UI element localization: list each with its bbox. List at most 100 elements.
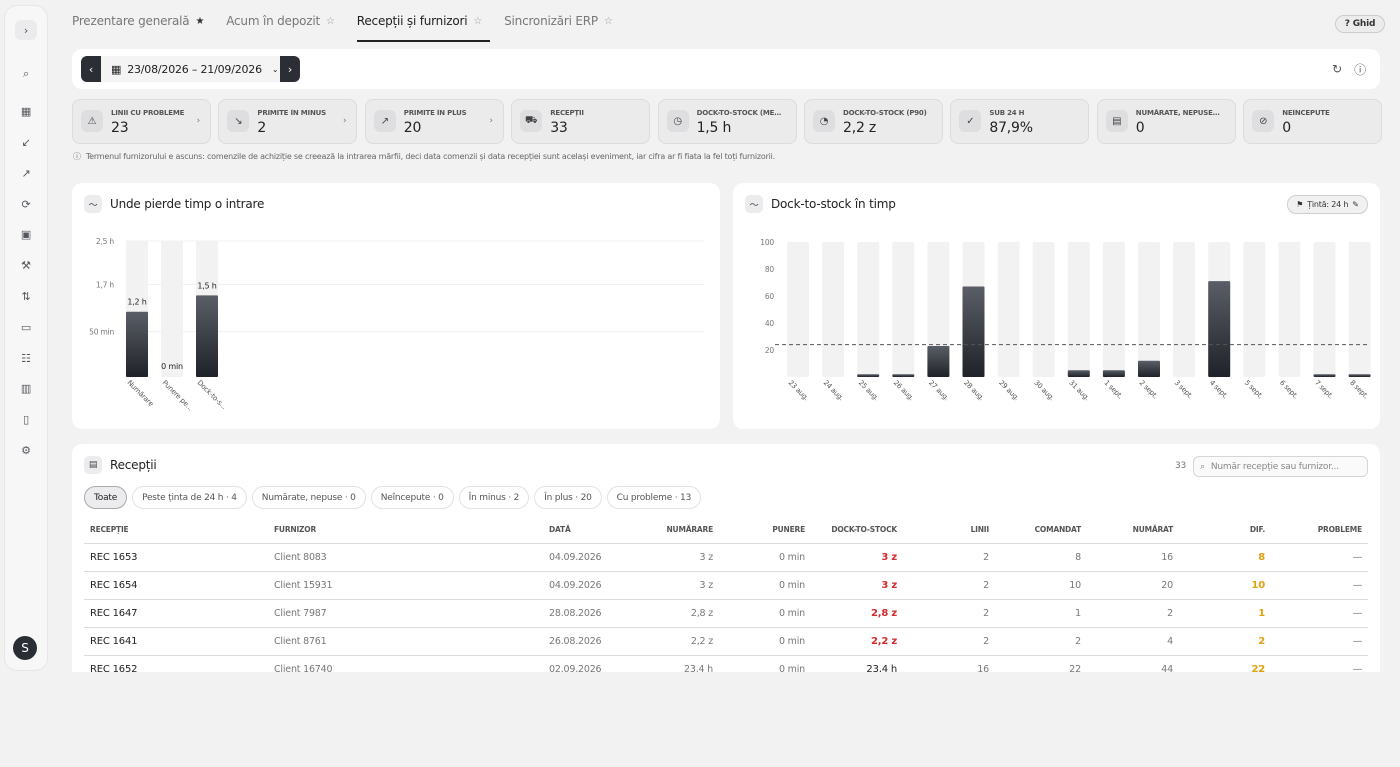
bar[interactable] xyxy=(1102,370,1125,377)
sync-icon[interactable]: ⟳ xyxy=(21,197,31,211)
outbound-icon[interactable]: ↗ xyxy=(21,166,31,180)
book-icon[interactable]: ▥ xyxy=(20,381,32,395)
filter-chip[interactable]: Neîncepute · 0 xyxy=(370,486,454,509)
filter-chip[interactable]: Numărate, nepuse · 0 xyxy=(251,486,366,509)
y-tick-label: 80 xyxy=(765,265,775,274)
bar[interactable] xyxy=(1208,281,1231,377)
column-header[interactable]: DIF. xyxy=(1179,517,1271,544)
prev-period-button[interactable]: ‹ xyxy=(88,62,94,76)
bar[interactable] xyxy=(1348,374,1371,377)
tab-1[interactable]: Acum în depozit ☆ xyxy=(226,0,335,42)
date-range-field[interactable]: ▦ 23/08/2026 – 21/09/2026 ⌄ xyxy=(101,56,280,82)
table-cell: — xyxy=(1271,543,1368,572)
clipboard-icon[interactable]: ▣ xyxy=(20,227,32,241)
document-icon[interactable]: ▯ xyxy=(23,412,29,426)
kpi-card[interactable]: ↗ PRIMITE ÎN PLUS 20 › xyxy=(364,99,504,144)
next-period-button[interactable]: › xyxy=(287,62,293,76)
bar[interactable] xyxy=(126,311,148,377)
table-cell: 2,2 z xyxy=(627,627,719,656)
star-icon[interactable]: ★ xyxy=(195,15,205,27)
kpi-icon: ▤ xyxy=(1105,110,1128,132)
info-icon[interactable]: ⓘ xyxy=(1354,62,1366,77)
bar[interactable] xyxy=(1313,374,1336,377)
bar[interactable] xyxy=(1067,370,1090,377)
bar-track xyxy=(1138,242,1160,377)
kpi-card[interactable]: ↘ PRIMITE ÎN MINUS 2 › xyxy=(218,99,358,144)
filter-chip[interactable]: În minus · 2 xyxy=(458,486,530,509)
table-cell: 2 xyxy=(903,543,995,572)
table-cell: 3 z xyxy=(811,571,903,600)
trend-icon: 〜 xyxy=(84,195,102,213)
cash-icon[interactable]: ▭ xyxy=(20,320,32,334)
column-header[interactable]: COMANDAT xyxy=(995,517,1087,544)
filter-chip[interactable]: Peste ținta de 24 h · 4 xyxy=(132,486,247,509)
forklift-icon[interactable]: ⚒ xyxy=(21,258,31,272)
x-tick-label: 23 aug. xyxy=(787,379,810,402)
star-icon[interactable]: ☆ xyxy=(603,15,613,27)
bar[interactable] xyxy=(927,345,950,377)
kpi-card: ▤ NUMĂRATE, NEPUSE PE RAFT 0 xyxy=(1096,99,1236,144)
inbound-icon[interactable]: ↙ xyxy=(21,135,31,149)
kpi-label: NUMĂRATE, NEPUSE PE RAFT xyxy=(1135,109,1221,117)
tab-label: Recepții și furnizori xyxy=(356,14,468,28)
receipts-search-input[interactable]: ⌕ Număr recepție sau furnizor... xyxy=(1193,456,1368,477)
column-header[interactable]: PUNERE xyxy=(719,517,811,544)
kpi-card[interactable]: ⚠ LINII CU PROBLEME 23 › xyxy=(72,99,211,144)
bar[interactable] xyxy=(962,286,985,377)
kpi-card: ✓ SUB 24 H 87,9% xyxy=(950,99,1090,144)
y-tick-label: 60 xyxy=(765,292,775,301)
star-icon[interactable]: ☆ xyxy=(473,15,483,27)
column-header[interactable]: FURNIZOR xyxy=(268,517,543,544)
dashboard-icon[interactable]: ▦ xyxy=(20,104,32,118)
expand-sidebar-button[interactable]: › xyxy=(15,20,37,40)
bar[interactable] xyxy=(1138,360,1160,377)
filter-chip[interactable]: Cu probleme · 13 xyxy=(606,486,702,509)
x-tick-label: 8 sept. xyxy=(1348,379,1370,401)
dock-to-stock-title: Dock-to-stock în timp xyxy=(771,197,896,211)
search-icon[interactable]: ⌕ xyxy=(23,67,29,80)
filter-chip[interactable]: În plus · 20 xyxy=(534,486,602,509)
data-label: 1,5 h xyxy=(197,281,216,290)
table-cell: 0 min xyxy=(719,543,811,572)
column-header[interactable]: PROBLEME xyxy=(1271,517,1368,544)
receipts-table: RECEPȚIE FURNIZOR DATĂ NUMĂRARE PUNERE DOCK-T… xyxy=(84,517,1368,684)
table-cell: 4 xyxy=(1087,627,1179,656)
filter-chip[interactable]: Toate xyxy=(84,486,128,509)
help-label: Ghid xyxy=(1352,19,1376,29)
kpi-card: ⊘ NEÎNCEPUTE 0 xyxy=(1243,99,1383,144)
column-header[interactable]: LINII xyxy=(903,517,995,544)
help-button[interactable]: ? Ghid xyxy=(1335,15,1385,33)
x-tick-label: Dock-to-s... xyxy=(196,379,228,411)
table-cell: 16 xyxy=(1087,543,1179,572)
gear-icon[interactable]: ⚙ xyxy=(21,443,31,457)
target-button[interactable]: ⚑ Țintă: 24 h ✎ xyxy=(1287,195,1368,214)
table-cell: 20 xyxy=(1087,571,1179,600)
bar[interactable] xyxy=(196,295,218,377)
tab-3[interactable]: Sincronizări ERP ☆ xyxy=(504,0,613,42)
bar[interactable] xyxy=(892,374,915,377)
tab-0[interactable]: Prezentare generală ★ xyxy=(72,0,204,42)
toolbar: ‹ ▦ 23/08/2026 – 21/09/2026 ⌄ › ↻ ⓘ xyxy=(72,49,1380,89)
bar-track xyxy=(1102,242,1125,377)
column-header[interactable]: NUMĂRAT xyxy=(1087,517,1179,544)
avatar[interactable]: S xyxy=(13,636,37,660)
column-header[interactable]: RECEPȚIE xyxy=(84,517,268,544)
kpi-value: 23 xyxy=(111,120,129,136)
column-header[interactable]: NUMĂRARE xyxy=(627,517,719,544)
tab-2[interactable]: Recepții și furnizori ☆ xyxy=(356,0,491,42)
users-icon[interactable]: ☷ xyxy=(21,351,31,365)
bar[interactable] xyxy=(857,374,880,377)
kpi-icon: ✓ xyxy=(959,110,982,132)
refresh-icon[interactable]: ↻ xyxy=(1332,62,1342,76)
help-icon: ? xyxy=(1344,19,1350,29)
table-cell: REC 1647 xyxy=(84,599,268,628)
column-header[interactable]: DOCK-TO-STOCK xyxy=(811,517,903,544)
transfer-icon[interactable]: ⇅ xyxy=(21,289,31,303)
kpi-icon: ⛟ xyxy=(520,110,543,132)
star-icon[interactable]: ☆ xyxy=(326,15,335,27)
column-header[interactable]: DATĂ xyxy=(543,517,627,544)
